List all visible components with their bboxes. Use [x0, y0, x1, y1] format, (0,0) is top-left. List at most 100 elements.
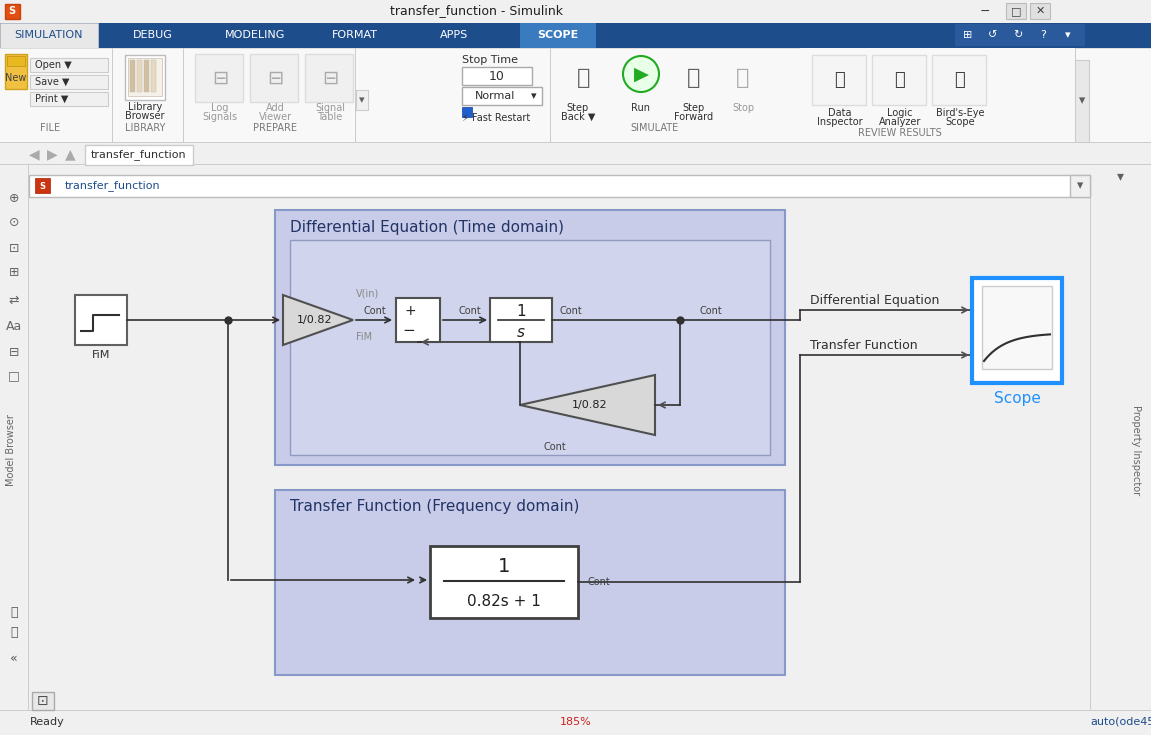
Bar	[1006, 3, 1026, 19]
Text: ⊞: ⊞	[9, 265, 20, 279]
Text: ?: ?	[1041, 30, 1046, 40]
Bar	[275, 210, 785, 465]
Text: Library: Library	[128, 102, 162, 112]
Bar	[5, 54, 26, 89]
Bar	[0, 48, 1151, 143]
Text: transfer_function - Simulink: transfer_function - Simulink	[390, 4, 563, 18]
Bar	[462, 87, 542, 105]
Text: ▾: ▾	[1078, 95, 1085, 107]
Bar	[561, 54, 608, 114]
Bar	[462, 67, 532, 85]
Text: −: −	[403, 323, 416, 337]
Text: 1: 1	[516, 304, 526, 318]
Text: ⊙: ⊙	[9, 215, 20, 229]
Text: ⊡: ⊡	[37, 694, 48, 708]
Bar	[151, 60, 157, 92]
Text: ⊟: ⊟	[9, 345, 20, 359]
Text: Viewer: Viewer	[259, 112, 291, 122]
Bar	[0, 710, 1151, 711]
Bar	[0, 48, 1151, 49]
Text: Aa: Aa	[6, 320, 22, 332]
Bar	[1030, 3, 1050, 19]
Bar	[955, 24, 1085, 46]
Text: ⊞: ⊞	[963, 30, 973, 40]
Text: Logic: Logic	[887, 108, 913, 118]
Text: Browser: Browser	[125, 111, 165, 121]
Bar	[0, 164, 1151, 165]
Bar	[275, 490, 785, 675]
Text: ▾: ▾	[1065, 30, 1070, 40]
Text: FILE: FILE	[40, 123, 60, 133]
Text: DEBUG: DEBUG	[134, 30, 173, 40]
Text: Inspector: Inspector	[817, 117, 863, 127]
Text: Property Inspector: Property Inspector	[1131, 405, 1141, 495]
Text: 185%: 185%	[561, 717, 592, 727]
Bar	[800, 48, 1075, 142]
Bar	[137, 60, 142, 92]
Text: Signal: Signal	[315, 103, 345, 113]
Text: Normal: Normal	[475, 91, 516, 101]
Text: FiM: FiM	[92, 350, 110, 360]
Bar	[1070, 175, 1090, 197]
Bar	[75, 295, 127, 345]
Text: Data: Data	[829, 108, 852, 118]
Text: Bird's-Eye: Bird's-Eye	[936, 108, 984, 118]
Text: Add: Add	[266, 103, 284, 113]
Bar	[872, 55, 927, 105]
Text: Cont: Cont	[364, 306, 387, 316]
Bar	[971, 278, 1062, 383]
Text: 📊: 📊	[954, 71, 966, 89]
Text: ▾: ▾	[1077, 179, 1083, 193]
Text: Cont: Cont	[561, 306, 582, 316]
Text: Cont: Cont	[588, 577, 611, 587]
Text: transfer_function: transfer_function	[91, 149, 186, 160]
Bar	[462, 107, 472, 117]
Text: Cont: Cont	[543, 442, 566, 452]
Text: 1: 1	[498, 556, 510, 576]
Text: Transfer Function: Transfer Function	[810, 339, 917, 351]
Text: ◀: ◀	[29, 147, 39, 161]
Text: Save ▼: Save ▼	[35, 77, 69, 87]
Text: 📊: 📊	[894, 71, 906, 89]
Text: PREPARE: PREPARE	[253, 123, 297, 133]
Bar	[668, 54, 721, 114]
Bar	[144, 60, 148, 92]
Bar	[130, 60, 135, 92]
Text: New: New	[6, 73, 26, 83]
Bar	[30, 92, 108, 106]
Circle shape	[623, 56, 660, 92]
Text: ⊟: ⊟	[322, 68, 338, 87]
Text: 10: 10	[489, 70, 505, 82]
Bar	[85, 145, 193, 165]
Bar	[615, 54, 666, 114]
Bar	[115, 52, 175, 124]
Text: ▾: ▾	[359, 95, 365, 105]
Bar	[430, 546, 578, 618]
Text: SIMULATE: SIMULATE	[631, 123, 679, 133]
Bar	[0, 165, 28, 710]
Polygon shape	[283, 295, 353, 345]
Text: Step: Step	[683, 103, 706, 113]
Text: LIBRARY: LIBRARY	[124, 123, 166, 133]
Text: Ready: Ready	[30, 717, 64, 727]
Bar	[29, 165, 1090, 710]
Bar	[5, 4, 20, 19]
Text: ⏭: ⏭	[687, 68, 701, 88]
Text: ⊟: ⊟	[212, 68, 228, 87]
Bar	[0, 23, 98, 48]
Text: SIMULATION: SIMULATION	[15, 30, 83, 40]
Text: S: S	[39, 182, 45, 190]
Bar	[32, 692, 54, 710]
Bar	[0, 0, 1151, 23]
Bar	[128, 58, 162, 96]
Text: ⏹: ⏹	[737, 68, 749, 88]
Text: Print ▼: Print ▼	[35, 94, 68, 104]
Bar	[982, 286, 1052, 369]
Text: APPS: APPS	[440, 30, 468, 40]
Bar	[125, 55, 165, 100]
Bar	[490, 298, 552, 342]
Text: ▶: ▶	[633, 65, 648, 84]
Text: ▶: ▶	[47, 147, 58, 161]
Text: Analyzer: Analyzer	[879, 117, 921, 127]
Text: V(in): V(in)	[356, 288, 379, 298]
